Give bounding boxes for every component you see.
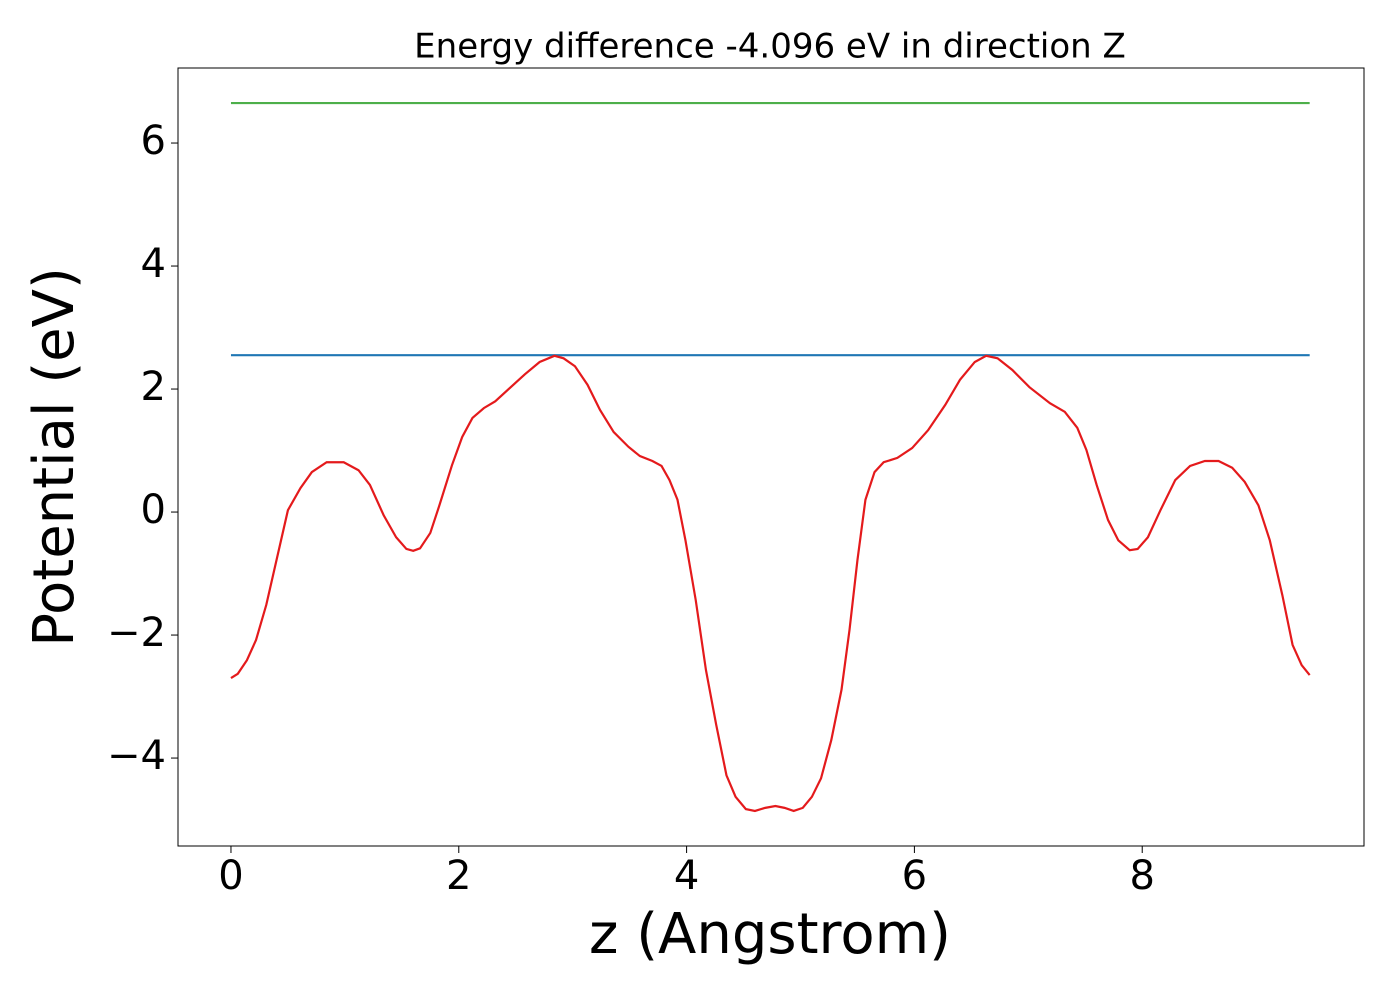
- x-tick-label: 0: [218, 853, 243, 899]
- y-tick-label: 4: [141, 241, 166, 287]
- x-tick-label: 4: [674, 853, 699, 899]
- plot-frame: [177, 67, 1365, 847]
- y-tick-label: 0: [141, 487, 166, 533]
- x-tick-label: 6: [902, 853, 927, 899]
- y-tick-label: −4: [107, 733, 166, 779]
- y-tick-label: −2: [107, 610, 166, 656]
- y-tick-label: 2: [141, 364, 166, 410]
- y-tick-label: 6: [141, 118, 166, 164]
- chart-title: Energy difference -4.096 eV in direction…: [414, 27, 1126, 67]
- y-axis-label: Potential (eV): [22, 267, 87, 647]
- x-axis-label: z (Angstrom): [589, 902, 951, 967]
- x-tick-label: 8: [1129, 853, 1154, 899]
- x-tick-label: 2: [446, 853, 471, 899]
- line-series: [230, 354, 1311, 813]
